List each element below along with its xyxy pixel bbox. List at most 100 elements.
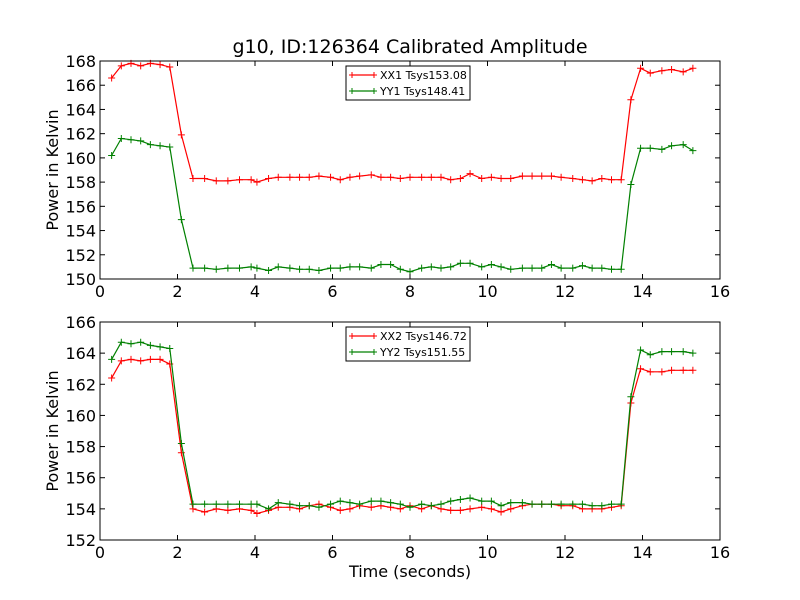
data-point [689, 147, 697, 155]
data-point [189, 500, 197, 508]
data-point [137, 62, 145, 70]
data-point [456, 506, 464, 514]
data-point [146, 141, 154, 149]
data-point [146, 355, 154, 363]
data-point [518, 264, 526, 272]
data-point [418, 264, 426, 272]
x-tick-label: 2 [172, 543, 182, 562]
data-point [224, 264, 232, 272]
data-point [646, 351, 654, 359]
data-point [538, 172, 546, 180]
x-tick-label: 8 [405, 282, 415, 301]
data-point [108, 355, 116, 363]
data-point [224, 506, 232, 514]
data-point [166, 63, 174, 71]
data-point [253, 510, 261, 518]
data-point [497, 508, 505, 516]
x-tick-label: 2 [172, 282, 182, 301]
data-point [528, 172, 536, 180]
data-point [518, 172, 526, 180]
y-axis-label: Power in Kelvin [43, 109, 62, 230]
y-tick-label: 158 [65, 438, 96, 457]
data-point [336, 506, 344, 514]
data-point [658, 368, 666, 376]
data-point [247, 506, 255, 514]
data-point [406, 503, 414, 511]
legend-swatch-marker [371, 349, 377, 355]
data-point [296, 265, 304, 273]
data-point [557, 264, 565, 272]
data-point [547, 172, 555, 180]
series-markers-1-2 [108, 135, 697, 276]
data-point [646, 368, 654, 376]
data-point [478, 497, 486, 505]
data-point [668, 348, 676, 356]
data-point [346, 263, 354, 271]
data-point [507, 174, 515, 182]
data-point [367, 497, 375, 505]
data-point [236, 500, 243, 508]
data-point [156, 61, 164, 69]
legend-swatch-marker [349, 72, 355, 78]
data-point [224, 177, 232, 185]
data-point [327, 173, 335, 181]
data-point [212, 500, 220, 508]
data-point [117, 338, 125, 346]
data-point [189, 264, 197, 272]
data-point [356, 500, 364, 508]
series-line-2-1 [111, 358, 693, 515]
data-point [286, 500, 294, 508]
data-point [356, 263, 364, 271]
data-point [637, 365, 645, 373]
data-point [201, 174, 209, 182]
data-point [437, 500, 445, 508]
data-point [387, 260, 395, 268]
data-point [658, 348, 666, 356]
data-point [588, 264, 596, 272]
data-point [598, 502, 606, 510]
data-point [336, 264, 344, 272]
series-markers-1-1 [108, 59, 697, 186]
data-point [518, 499, 526, 507]
y-tick-label: 164 [65, 100, 96, 119]
data-point [418, 500, 426, 508]
data-point [608, 265, 615, 273]
data-point [156, 343, 164, 351]
data-point [296, 502, 304, 510]
data-point [447, 176, 455, 184]
data-point [108, 74, 116, 82]
y-tick-label: 154 [65, 222, 96, 241]
data-point [406, 173, 414, 181]
data-point [466, 259, 474, 267]
data-point [569, 174, 577, 182]
y-tick-label: 166 [65, 76, 96, 95]
data-point [608, 500, 615, 508]
data-point [427, 173, 435, 181]
data-point [658, 145, 666, 153]
data-point [346, 173, 354, 181]
legend: XX2 Tsys146.72 YY2 Tsys151.55 [345, 326, 471, 362]
data-point [547, 260, 555, 268]
data-point [177, 131, 185, 139]
legend-swatch-marker [349, 88, 355, 94]
data-point [627, 393, 635, 401]
data-point [146, 341, 154, 349]
data-point [201, 264, 209, 272]
x-tick-label: 16 [710, 282, 730, 301]
data-point [487, 505, 495, 513]
data-point [387, 499, 395, 507]
data-point [437, 264, 445, 272]
data-point [315, 267, 323, 275]
data-point [569, 264, 577, 272]
data-point [253, 178, 261, 186]
data-point [253, 500, 261, 508]
data-point [305, 173, 313, 181]
data-point [447, 263, 455, 271]
data-point [588, 177, 596, 185]
chart-title: g10, ID:126364 Calibrated Amplitude [232, 36, 587, 58]
data-point [507, 505, 515, 513]
x-tick-label: 4 [250, 543, 260, 562]
data-point [578, 176, 586, 184]
data-point [466, 505, 474, 513]
y-tick-label: 168 [65, 52, 96, 71]
